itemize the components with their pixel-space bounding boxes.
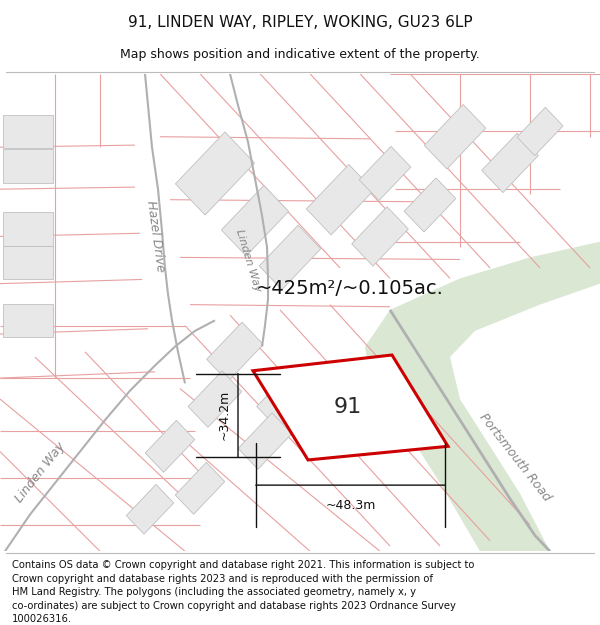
Text: Linden Way: Linden Way — [13, 440, 67, 505]
Text: ~425m²/~0.105ac.: ~425m²/~0.105ac. — [256, 279, 444, 298]
Polygon shape — [3, 149, 53, 183]
Polygon shape — [3, 304, 53, 337]
Polygon shape — [253, 355, 448, 460]
Polygon shape — [404, 178, 456, 232]
Text: Portsmouth Road: Portsmouth Road — [477, 411, 553, 503]
Text: Hazel Drive: Hazel Drive — [143, 200, 166, 273]
Text: Map shows position and indicative extent of the property.: Map shows position and indicative extent… — [120, 48, 480, 61]
Polygon shape — [3, 213, 53, 246]
Polygon shape — [365, 242, 600, 551]
Text: ~48.3m: ~48.3m — [325, 499, 376, 512]
Polygon shape — [145, 421, 195, 472]
Text: ~34.2m: ~34.2m — [218, 390, 231, 441]
Polygon shape — [424, 104, 486, 169]
Polygon shape — [482, 133, 538, 192]
Polygon shape — [307, 164, 374, 235]
Polygon shape — [3, 114, 53, 148]
Polygon shape — [517, 107, 563, 156]
Polygon shape — [127, 484, 173, 534]
Polygon shape — [221, 186, 289, 256]
Polygon shape — [259, 225, 321, 289]
Polygon shape — [175, 462, 225, 514]
Polygon shape — [238, 413, 292, 469]
Text: Linden Way: Linden Way — [234, 228, 262, 293]
Polygon shape — [257, 369, 313, 429]
Text: Contains OS data © Crown copyright and database right 2021. This information is : Contains OS data © Crown copyright and d… — [12, 560, 475, 624]
Text: 91, LINDEN WAY, RIPLEY, WOKING, GU23 6LP: 91, LINDEN WAY, RIPLEY, WOKING, GU23 6LP — [128, 15, 472, 30]
Text: 91: 91 — [334, 398, 362, 418]
Polygon shape — [207, 322, 263, 381]
Polygon shape — [175, 132, 254, 215]
Polygon shape — [188, 371, 242, 428]
Polygon shape — [359, 146, 411, 201]
Polygon shape — [3, 246, 53, 279]
Polygon shape — [352, 207, 408, 266]
